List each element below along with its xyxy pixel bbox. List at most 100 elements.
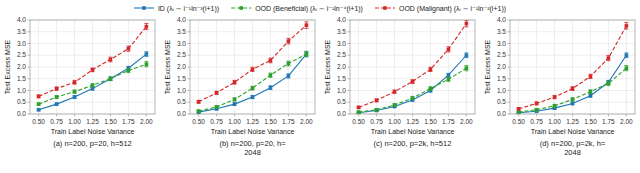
marker [411, 96, 415, 100]
marker [375, 108, 379, 112]
grid-line [350, 90, 475, 91]
x-tick-label: 1.75 [282, 118, 295, 125]
tick-mark [508, 114, 511, 115]
y-tick-label: 0.5 [337, 98, 346, 105]
marker [465, 66, 469, 70]
series-line [199, 54, 307, 112]
marker [91, 84, 95, 88]
tick-mark [270, 114, 271, 117]
tick-mark [572, 114, 573, 117]
x-tick-label: 0.75 [50, 118, 63, 125]
marker [73, 95, 77, 99]
tick-mark [466, 114, 467, 117]
grid-line [190, 102, 315, 103]
y-tick-label: 2.5 [177, 51, 186, 58]
tick-mark [412, 114, 413, 117]
error-cap [268, 58, 272, 59]
grid-line [350, 78, 475, 79]
x-tick-label: 1.00 [68, 118, 81, 125]
error-cap [108, 61, 112, 62]
tick-mark [536, 114, 537, 117]
series-line [359, 24, 467, 108]
marker [589, 94, 593, 98]
caption-line: (d) n=200, p=2k, h= [540, 139, 606, 148]
marker [357, 111, 361, 114]
marker [73, 80, 77, 84]
error-cap [624, 65, 628, 66]
tick-mark [508, 20, 511, 21]
legend-marker [383, 6, 387, 10]
tick-mark [188, 114, 191, 115]
tick-mark [508, 43, 511, 44]
tick-mark [348, 55, 351, 56]
x-tick-label: 1.00 [228, 118, 241, 125]
y-axis-label: Test Excess MSE [484, 39, 491, 94]
marker [607, 56, 611, 60]
caption: (d) n=200, p=2k, h=2048 [540, 139, 606, 157]
y-tick-label: 1.5 [497, 75, 506, 82]
tick-mark [28, 55, 31, 56]
series-line [519, 68, 627, 112]
tick-mark [518, 114, 519, 117]
chart: 0.500.751.001.251.501.752.000.00.51.01.5… [0, 0, 640, 173]
legend-label: OOD (Malignant) (λᵢ ∼ i⁻¹ln⁻²(i+1)) [399, 5, 506, 13]
series-line [519, 55, 627, 113]
caption-line: (a) n=200, p=20, h=512 [53, 139, 132, 148]
error-cap [286, 38, 290, 39]
tick-mark [348, 114, 351, 115]
marker [145, 52, 149, 56]
tick-mark [348, 102, 351, 103]
x-axis-label: Train Label Noise Variance [531, 128, 615, 135]
grid-line [190, 55, 315, 56]
caption: (b) n=200, p=20, h=2048 [219, 139, 286, 157]
y-tick-label: 0.5 [497, 98, 506, 105]
x-axis-label: Train Label Noise Variance [211, 128, 295, 135]
x-tick-label: 1.50 [104, 118, 117, 125]
marker [553, 104, 557, 108]
series [517, 23, 629, 111]
marker [55, 87, 59, 91]
marker [215, 105, 219, 109]
x-tick-label: 1.50 [264, 118, 277, 125]
marker [37, 95, 41, 99]
error-cap [268, 62, 272, 63]
plot-background [510, 20, 635, 114]
grid-line [350, 102, 475, 103]
y-tick-label: 3.0 [17, 40, 26, 47]
x-tick-label: 1.00 [388, 118, 401, 125]
plot-frame [30, 20, 155, 114]
y-tick-label: 4.0 [17, 16, 26, 23]
error-cap [464, 26, 468, 27]
y-tick-label: 0.5 [177, 98, 186, 105]
tick-mark [348, 31, 351, 32]
series-line [519, 26, 627, 109]
marker [429, 68, 433, 72]
marker [55, 95, 59, 99]
marker [357, 110, 361, 114]
grid-line [190, 43, 315, 44]
tick-mark [430, 114, 431, 117]
error-cap [464, 70, 468, 71]
tick-mark [306, 114, 307, 117]
grid-line [30, 55, 155, 56]
error-cap [108, 57, 112, 58]
marker [535, 102, 539, 106]
tick-mark [188, 55, 191, 56]
marker [91, 68, 95, 72]
marker [571, 87, 575, 91]
tick-mark [28, 67, 31, 68]
legend-marker [239, 6, 243, 10]
error-cap [304, 56, 308, 57]
subplot: 0.500.751.001.251.501.752.000.00.51.01.5… [164, 16, 315, 157]
series-line [39, 64, 147, 104]
legend-label: ID (λᵢ ∼ i⁻¹ln⁻³(i+1)) [158, 5, 219, 13]
x-tick-label: 0.75 [370, 118, 383, 125]
tick-mark [252, 114, 253, 117]
marker [517, 111, 521, 114]
tick-mark [56, 114, 57, 117]
series-line [199, 54, 307, 111]
x-tick-label: 1.00 [548, 118, 561, 125]
marker [197, 109, 201, 113]
series-line [199, 25, 307, 102]
grid-line [350, 55, 475, 56]
